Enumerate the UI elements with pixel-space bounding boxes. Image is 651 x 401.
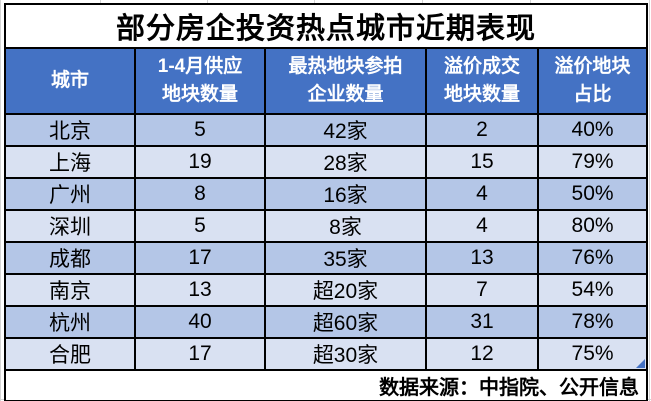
- cell-city[interactable]: 合肥: [4, 337, 136, 371]
- cell-premium-deals[interactable]: 12: [425, 337, 539, 371]
- footer-row: 数据来源：中指院、公开信息: [3, 369, 649, 401]
- cell-premium-ratio[interactable]: 76%: [536, 241, 649, 275]
- cell-supplied[interactable]: 19: [134, 145, 266, 179]
- cell-bidders[interactable]: 28家: [264, 145, 427, 179]
- cell-premium-deals[interactable]: 13: [425, 241, 539, 275]
- title-row: 部分房企投资热点城市近期表现: [3, 3, 649, 49]
- header-line: 溢价成交: [443, 56, 520, 78]
- col-header-supplied-parcels[interactable]: 1-4月供应 地块数量: [134, 47, 266, 115]
- table-row-hefei: 合肥 17 超30家 12 75%: [4, 337, 649, 371]
- col-header-premium-deals[interactable]: 溢价成交 地块数量: [425, 47, 539, 115]
- cell-premium-deals[interactable]: 4: [425, 209, 539, 243]
- cell-premium-deals[interactable]: 31: [425, 305, 539, 339]
- cell-city[interactable]: 南京: [4, 273, 136, 307]
- table-row-shanghai: 上海 19 28家 15 79%: [4, 145, 649, 179]
- cell-supplied[interactable]: 40: [134, 305, 266, 339]
- cell-city[interactable]: 上海: [4, 145, 136, 179]
- cell-premium-deals[interactable]: 4: [425, 177, 539, 211]
- cell-supplied[interactable]: 17: [134, 337, 266, 371]
- cell-premium-deals[interactable]: 7: [425, 273, 539, 307]
- cell-bidders[interactable]: 35家: [264, 241, 427, 275]
- cell-supplied[interactable]: 13: [134, 273, 266, 307]
- header-line: 最热地块参拍: [288, 56, 403, 78]
- cell-supplied[interactable]: 8: [134, 177, 266, 211]
- table-row-chengdu: 成都 17 35家 13 76%: [4, 241, 649, 275]
- cell-bidders[interactable]: 8家: [264, 209, 427, 243]
- header-line: 地块数量: [443, 84, 520, 105]
- cell-supplied[interactable]: 17: [134, 241, 266, 275]
- cell-city[interactable]: 成都: [4, 241, 136, 275]
- cell-city[interactable]: 广州: [4, 177, 136, 211]
- cell-city[interactable]: 深圳: [4, 209, 136, 243]
- cell-bidders[interactable]: 超60家: [264, 305, 427, 339]
- table-row-hangzhou: 杭州 40 超60家 31 78%: [4, 305, 649, 339]
- cell-premium-ratio[interactable]: 54%: [536, 273, 649, 307]
- comment-indicator-icon: [636, 359, 646, 368]
- col-header-premium-ratio[interactable]: 溢价地块 占比: [536, 47, 649, 115]
- spreadsheet-gridline: [207, 0, 208, 3]
- cell-premium-ratio[interactable]: 50%: [536, 177, 649, 211]
- cell-premium-deals[interactable]: 15: [425, 145, 539, 179]
- header-line: 1-4月供应: [157, 56, 243, 78]
- cell-supplied[interactable]: 5: [134, 113, 266, 147]
- cell-premium-ratio[interactable]: 40%: [536, 113, 649, 147]
- header-line: 地块数量: [161, 84, 238, 105]
- spreadsheet-gridline: [314, 0, 315, 3]
- table-row-guangzhou: 广州 8 16家 4 50%: [4, 177, 649, 211]
- header-line: 占比: [573, 84, 612, 105]
- cell-bidders[interactable]: 42家: [264, 113, 427, 147]
- data-source-note[interactable]: 数据来源：中指院、公开信息: [3, 369, 649, 401]
- table-row-nanjing: 南京 13 超20家 7 54%: [4, 273, 649, 307]
- cell-premium-ratio[interactable]: 78%: [536, 305, 649, 339]
- hot-cities-table: 部分房企投资热点城市近期表现 城市 1-4月供应 地块数量 最热地块参拍 企业数…: [3, 3, 649, 401]
- header-line: 城市: [50, 70, 89, 92]
- cell-premium-deals[interactable]: 2: [425, 113, 539, 147]
- header-line: 溢价地块: [554, 56, 631, 78]
- cell-premium-ratio[interactable]: 80%: [536, 209, 649, 243]
- cell-premium-ratio[interactable]: 79%: [536, 145, 649, 179]
- cell-bidders[interactable]: 超20家: [264, 273, 427, 307]
- header-line: 企业数量: [307, 84, 384, 105]
- table-row-beijing: 北京 5 42家 2 40%: [4, 113, 649, 147]
- cell-bidders[interactable]: 超30家: [264, 337, 427, 371]
- cell-city[interactable]: 北京: [4, 113, 136, 147]
- spreadsheet-gridline: [100, 0, 101, 3]
- table-row-shenzhen: 深圳 5 8家 4 80%: [4, 209, 649, 243]
- spreadsheet-gridline: [649, 0, 650, 401]
- spreadsheet-gridline: [530, 0, 531, 3]
- table-title[interactable]: 部分房企投资热点城市近期表现: [3, 3, 649, 49]
- cell-premium-ratio[interactable]: 75%: [536, 337, 649, 371]
- cell-city[interactable]: 杭州: [4, 305, 136, 339]
- cell-value: 75%: [571, 342, 614, 365]
- cell-bidders[interactable]: 16家: [264, 177, 427, 211]
- spreadsheet-gridline: [422, 0, 423, 3]
- spreadsheet-gridline: [0, 0, 1, 401]
- col-header-bidding-companies[interactable]: 最热地块参拍 企业数量: [264, 47, 427, 115]
- col-header-city[interactable]: 城市: [4, 47, 136, 115]
- header-row: 城市 1-4月供应 地块数量 最热地块参拍 企业数量 溢价成交 地块数量 溢价地…: [4, 47, 649, 115]
- cell-supplied[interactable]: 5: [134, 209, 266, 243]
